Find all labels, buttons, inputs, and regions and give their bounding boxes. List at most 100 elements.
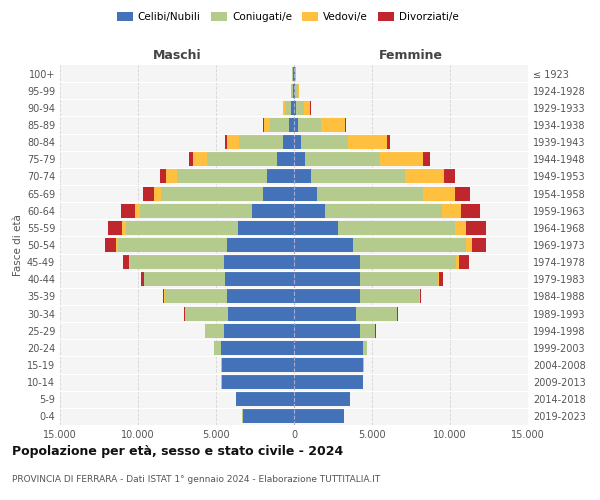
Bar bbox=[140, 204, 252, 218]
Bar bbox=[141, 272, 144, 286]
Bar bbox=[164, 290, 227, 304]
Bar bbox=[221, 341, 294, 355]
Bar bbox=[294, 221, 338, 235]
Bar bbox=[143, 186, 154, 200]
Bar bbox=[205, 324, 224, 338]
Bar bbox=[283, 135, 294, 149]
Legend: Celibi/Nubili, Coniugati/e, Vedovi/e, Divorziati/e: Celibi/Nubili, Coniugati/e, Vedovi/e, Di… bbox=[113, 8, 463, 26]
Bar bbox=[222, 375, 294, 389]
Bar bbox=[161, 186, 263, 200]
Bar bbox=[296, 101, 304, 115]
Bar bbox=[419, 290, 421, 304]
Bar bbox=[466, 238, 472, 252]
Bar bbox=[466, 221, 486, 235]
Bar bbox=[177, 170, 268, 183]
Bar bbox=[270, 118, 289, 132]
Bar bbox=[294, 101, 296, 115]
Bar bbox=[125, 221, 238, 235]
Bar bbox=[263, 118, 270, 132]
Bar bbox=[294, 392, 350, 406]
Bar bbox=[344, 118, 346, 132]
Bar bbox=[295, 84, 298, 98]
Bar bbox=[317, 186, 424, 200]
Bar bbox=[263, 186, 294, 200]
Bar bbox=[206, 152, 277, 166]
Bar bbox=[118, 238, 227, 252]
Bar bbox=[439, 272, 443, 286]
Bar bbox=[294, 135, 301, 149]
Bar bbox=[359, 324, 375, 338]
Bar bbox=[292, 66, 293, 80]
Bar bbox=[455, 221, 466, 235]
Bar bbox=[456, 255, 460, 269]
Bar bbox=[226, 272, 294, 286]
Bar bbox=[294, 152, 305, 166]
Bar bbox=[294, 186, 317, 200]
Bar bbox=[135, 204, 140, 218]
Bar bbox=[359, 255, 456, 269]
Bar bbox=[185, 306, 229, 320]
Bar bbox=[193, 152, 206, 166]
Bar bbox=[239, 135, 283, 149]
Bar bbox=[221, 375, 222, 389]
Bar bbox=[387, 135, 390, 149]
Bar bbox=[294, 238, 353, 252]
Bar bbox=[305, 152, 380, 166]
Bar bbox=[121, 204, 135, 218]
Text: Femmine: Femmine bbox=[379, 48, 443, 62]
Bar bbox=[424, 152, 430, 166]
Bar bbox=[293, 84, 294, 98]
Bar bbox=[338, 221, 455, 235]
Bar bbox=[356, 306, 397, 320]
Bar bbox=[227, 135, 239, 149]
Text: Maschi: Maschi bbox=[152, 48, 202, 62]
Bar bbox=[116, 238, 118, 252]
Bar bbox=[294, 358, 362, 372]
Bar bbox=[226, 135, 227, 149]
Bar bbox=[405, 170, 444, 183]
Bar bbox=[294, 170, 311, 183]
Bar bbox=[294, 272, 359, 286]
Bar bbox=[298, 84, 299, 98]
Bar bbox=[294, 306, 356, 320]
Bar bbox=[166, 170, 177, 183]
Bar bbox=[301, 135, 348, 149]
Bar bbox=[294, 290, 359, 304]
Bar bbox=[268, 170, 294, 183]
Bar bbox=[105, 238, 116, 252]
Bar bbox=[325, 204, 442, 218]
Bar bbox=[437, 272, 439, 286]
Bar bbox=[424, 186, 455, 200]
Bar bbox=[291, 84, 293, 98]
Bar bbox=[293, 66, 294, 80]
Bar bbox=[236, 392, 294, 406]
Bar bbox=[460, 255, 469, 269]
Bar bbox=[359, 272, 437, 286]
Bar bbox=[294, 375, 362, 389]
Bar bbox=[304, 101, 310, 115]
Bar bbox=[130, 255, 224, 269]
Text: Popolazione per età, sesso e stato civile - 2024: Popolazione per età, sesso e stato civil… bbox=[12, 445, 343, 458]
Bar bbox=[353, 238, 466, 252]
Bar bbox=[224, 255, 294, 269]
Bar bbox=[224, 324, 294, 338]
Bar bbox=[123, 255, 130, 269]
Bar bbox=[214, 341, 221, 355]
Bar bbox=[397, 306, 398, 320]
Bar bbox=[311, 170, 405, 183]
Bar bbox=[291, 101, 294, 115]
Bar bbox=[154, 186, 161, 200]
Bar bbox=[294, 324, 359, 338]
Bar bbox=[242, 410, 294, 424]
Bar bbox=[362, 358, 364, 372]
Bar bbox=[283, 101, 285, 115]
Bar bbox=[472, 238, 486, 252]
Bar bbox=[294, 204, 325, 218]
Bar bbox=[444, 170, 455, 183]
Bar bbox=[322, 118, 344, 132]
Bar bbox=[380, 152, 424, 166]
Bar bbox=[298, 118, 322, 132]
Bar bbox=[163, 290, 164, 304]
Bar bbox=[455, 186, 470, 200]
Bar bbox=[442, 204, 461, 218]
